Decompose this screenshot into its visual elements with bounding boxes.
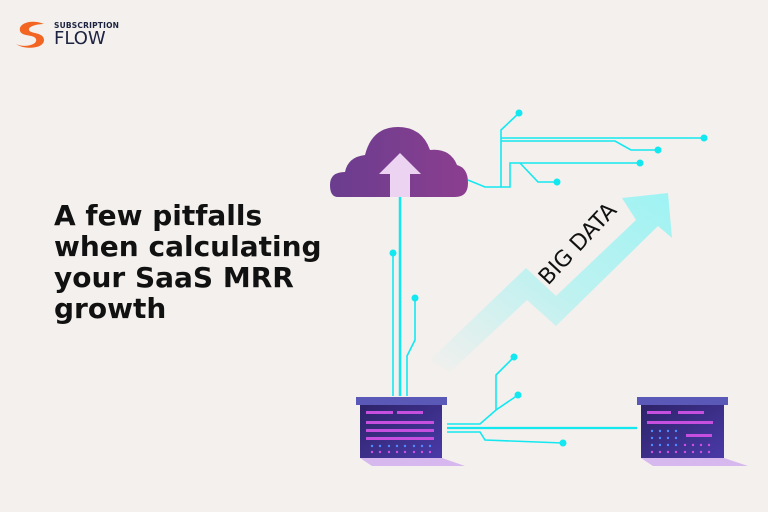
logo-text-small: SUBSCRIPTION	[54, 20, 120, 30]
title-line: growth	[54, 292, 167, 325]
circuit-nodes	[389, 109, 708, 447]
cloud-upload-icon	[330, 127, 468, 197]
circuit-lines	[392, 112, 704, 444]
title-line: A few pitfalls	[54, 199, 263, 232]
swirl-logo-icon	[16, 21, 44, 48]
growth-arrow	[430, 193, 672, 372]
title-line: when calculating	[54, 230, 322, 263]
brand-logo[interactable]: SUBSCRIPTION FLOW	[14, 20, 119, 50]
page-title: A few pitfalls when calculating your Saa…	[54, 200, 344, 324]
server-right	[637, 397, 748, 466]
server-left	[356, 397, 465, 466]
dashed-lines	[402, 200, 670, 411]
title-line: your SaaS MRR	[54, 261, 294, 294]
logo-text-big: FLOW	[54, 28, 106, 50]
